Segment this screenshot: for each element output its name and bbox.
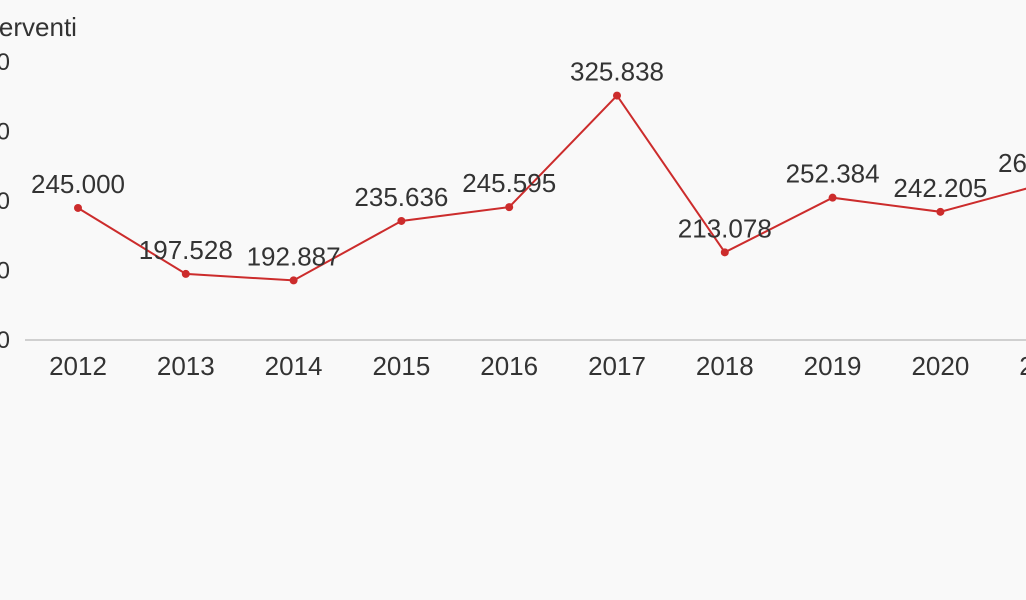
data-label: 197.528 (139, 235, 233, 265)
y-tick-label: 0 (0, 258, 10, 285)
x-tick-label: 2014 (265, 351, 323, 381)
data-label: 26 (998, 148, 1026, 178)
x-tick-label: 2015 (372, 351, 430, 381)
data-point[interactable] (397, 216, 406, 225)
x-tick-label: 2012 (49, 351, 107, 381)
x-tick-label: 2018 (696, 351, 754, 381)
data-point[interactable] (613, 91, 621, 100)
data-labels: 245.000 197.528 192.887 235.636 245.595 325.8… (31, 57, 1026, 272)
data-point[interactable] (720, 248, 729, 257)
data-points (74, 91, 945, 285)
data-point[interactable] (828, 193, 837, 202)
data-point[interactable] (74, 203, 82, 212)
y-tick-label: 0 (0, 49, 10, 76)
y-tick-label: 0 (0, 119, 10, 146)
data-label: 325.838 (570, 57, 664, 87)
x-tick-label: 2016 (480, 351, 538, 381)
x-tick-label: 2021 (1019, 351, 1026, 381)
x-tick-label: 2013 (157, 351, 215, 381)
y-tick-labels: 0 0 0 0 0 (0, 49, 10, 354)
data-point[interactable] (181, 269, 190, 278)
data-point[interactable] (289, 276, 298, 285)
data-label: 252.384 (786, 159, 880, 189)
data-label: 242.205 (893, 173, 987, 203)
data-label: 192.887 (247, 241, 341, 271)
x-tick-label: 2020 (911, 351, 969, 381)
x-tick-label: 2019 (804, 351, 862, 381)
y-tick-label: 0 (0, 327, 10, 354)
data-label: 235.636 (354, 182, 448, 212)
data-point[interactable] (505, 203, 514, 212)
y-tick-label: 0 (0, 188, 10, 215)
y-axis-label: Interventi (0, 12, 77, 42)
data-label: 213.078 (678, 213, 772, 243)
data-label: 245.000 (31, 169, 125, 199)
x-tick-labels: 2012 2013 2014 2015 2016 2017 2018 2019 2020 2021 (49, 351, 1026, 381)
series-line (77, 94, 1026, 282)
data-label: 245.595 (462, 168, 556, 198)
x-tick-label: 2017 (588, 351, 646, 381)
data-point[interactable] (936, 207, 945, 216)
